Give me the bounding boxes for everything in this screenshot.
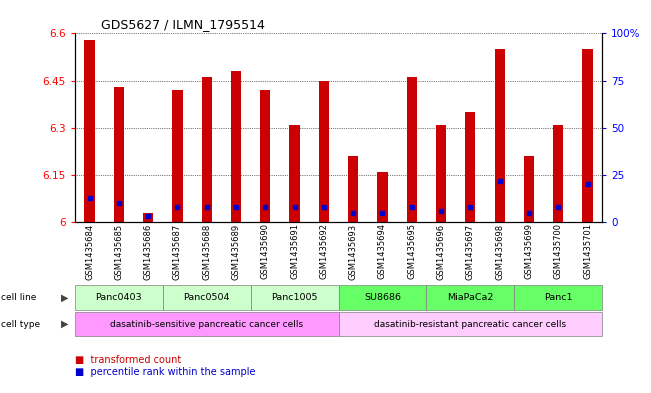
Bar xyxy=(348,156,358,222)
Text: ▶: ▶ xyxy=(61,292,69,302)
Text: SU8686: SU8686 xyxy=(364,293,401,302)
Bar xyxy=(85,40,94,222)
Bar xyxy=(260,90,270,222)
Text: ■  percentile rank within the sample: ■ percentile rank within the sample xyxy=(75,367,255,377)
Bar xyxy=(114,87,124,222)
Text: dasatinib-resistant pancreatic cancer cells: dasatinib-resistant pancreatic cancer ce… xyxy=(374,320,566,329)
Text: Panc1005: Panc1005 xyxy=(271,293,318,302)
Text: GDS5627 / ILMN_1795514: GDS5627 / ILMN_1795514 xyxy=(102,18,265,31)
Bar xyxy=(173,90,182,222)
Text: cell type: cell type xyxy=(1,320,40,329)
Text: cell line: cell line xyxy=(1,293,36,302)
Bar xyxy=(583,49,592,222)
Text: Panc0403: Panc0403 xyxy=(96,293,142,302)
Bar xyxy=(407,77,417,222)
Bar xyxy=(202,77,212,222)
Bar xyxy=(143,213,153,222)
Bar xyxy=(436,125,446,222)
Bar xyxy=(465,112,475,222)
Bar xyxy=(290,125,299,222)
Text: dasatinib-sensitive pancreatic cancer cells: dasatinib-sensitive pancreatic cancer ce… xyxy=(110,320,303,329)
Text: Panc0504: Panc0504 xyxy=(184,293,230,302)
Text: Panc1: Panc1 xyxy=(544,293,572,302)
Text: ■  transformed count: ■ transformed count xyxy=(75,355,181,365)
Bar xyxy=(524,156,534,222)
Text: MiaPaCa2: MiaPaCa2 xyxy=(447,293,493,302)
Bar xyxy=(553,125,563,222)
Bar xyxy=(231,71,241,222)
Bar xyxy=(378,172,387,222)
Text: ▶: ▶ xyxy=(61,319,69,329)
Bar xyxy=(319,81,329,222)
Bar xyxy=(495,49,505,222)
